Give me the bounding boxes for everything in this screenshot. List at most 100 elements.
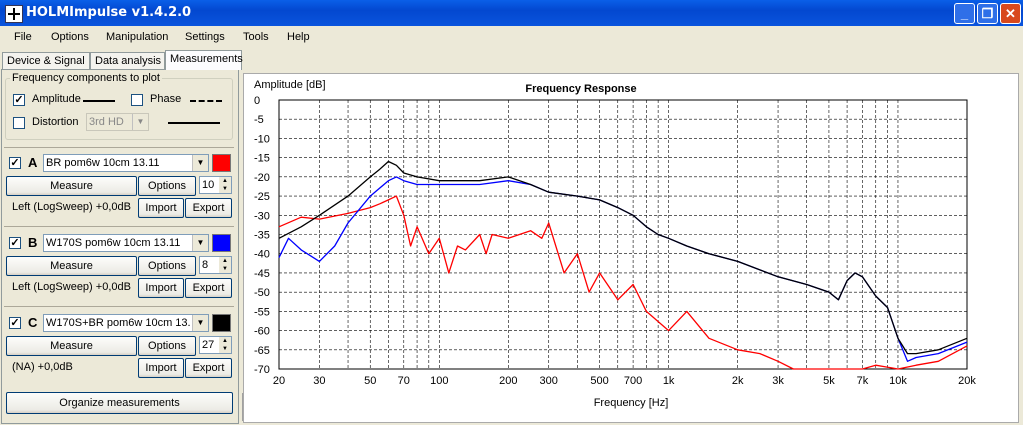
- distortion-select[interactable]: 3rd HD ▼: [86, 113, 149, 131]
- chart-title: Frequency Response: [525, 83, 636, 95]
- measurement-a-spinner[interactable]: 10 ▲ ▼: [199, 176, 232, 194]
- x-tick-label: 70: [398, 375, 410, 387]
- frequency-response-plot[interactable]: Amplitude [dB] Frequency Response Freque…: [243, 73, 1019, 423]
- menu-help[interactable]: Help: [287, 31, 310, 43]
- divider: [4, 147, 234, 148]
- tab-data-analysis[interactable]: Data analysis: [90, 52, 165, 69]
- y-tick-label: 0: [254, 95, 260, 107]
- measurement-a-color-swatch[interactable]: [212, 154, 231, 172]
- measurement-c-color-swatch[interactable]: [212, 314, 231, 332]
- phase-line-sample: [190, 100, 222, 102]
- x-tick-label: 10k: [889, 375, 907, 387]
- measurement-b-checkbox[interactable]: ✓: [9, 237, 21, 249]
- series-line-c: [278, 160, 968, 355]
- distortion-label: Distortion: [32, 116, 79, 128]
- x-tick-label: 30: [313, 375, 325, 387]
- measurement-c-name: W170S+BR pom6w 10cm 13.: [46, 317, 191, 329]
- x-tick-label: 300: [540, 375, 558, 387]
- measurement-a-import-button[interactable]: Import: [138, 198, 184, 218]
- measurement-b-options-button[interactable]: Options: [138, 256, 196, 276]
- y-tick-label: -30: [254, 210, 270, 222]
- y-tick-label: -40: [254, 249, 270, 261]
- measurement-b-name: W170S pom6w 10cm 13.11: [46, 237, 181, 249]
- distortion-checkbox[interactable]: [13, 117, 25, 129]
- y-tick-label: -65: [254, 345, 270, 357]
- measurement-a-export-button[interactable]: Export: [185, 198, 232, 218]
- app-icon[interactable]: [5, 5, 23, 23]
- measurement-a-letter: A: [28, 155, 38, 170]
- measurement-c-spinner[interactable]: 27 ▲ ▼: [199, 336, 232, 354]
- measurement-c-options-button[interactable]: Options: [138, 336, 196, 356]
- measurement-a-name: BR pom6w 10cm 13.11: [46, 157, 160, 169]
- measurement-c-export-button[interactable]: Export: [185, 358, 232, 378]
- spinner-arrows-icon[interactable]: ▲ ▼: [219, 337, 231, 353]
- tab-device-signal[interactable]: Device & Signal: [2, 52, 90, 69]
- measurement-a-info: Left (LogSweep) +0,0dB: [12, 201, 131, 213]
- amplitude-checkbox[interactable]: ✓: [13, 94, 25, 106]
- x-tick-label: 5k: [823, 375, 835, 387]
- x-axis-label: Frequency [Hz]: [594, 397, 669, 409]
- tab-measurements[interactable]: Measurements: [165, 50, 243, 70]
- window-title: HOLMImpulse v1.4.2.0: [26, 5, 192, 20]
- measurement-b-spinner-value: 8: [202, 259, 209, 271]
- y-tick-label: -5: [254, 114, 264, 126]
- x-tick-label: 20: [273, 375, 285, 387]
- minimize-button[interactable]: _: [954, 3, 975, 24]
- frequency-response-chart: Amplitude [dB] Frequency Response Freque…: [254, 79, 976, 409]
- y-tick-label: -60: [254, 326, 270, 338]
- x-tick-label: 3k: [772, 375, 784, 387]
- measurement-a-spinner-value: 10: [202, 179, 215, 191]
- measurement-c-measure-button[interactable]: Measure: [6, 336, 137, 356]
- menu-manipulation[interactable]: Manipulation: [106, 31, 169, 43]
- restore-button[interactable]: ❐: [977, 3, 998, 24]
- menu-options[interactable]: Options: [51, 31, 89, 43]
- phase-checkbox[interactable]: [131, 94, 143, 106]
- measurement-b-import-button[interactable]: Import: [138, 278, 184, 298]
- y-tick-label: -45: [254, 268, 270, 280]
- x-tick-label: 200: [499, 375, 517, 387]
- series-line-a: [278, 195, 968, 370]
- measurement-a-measure-button[interactable]: Measure: [6, 176, 137, 196]
- divider: [4, 226, 234, 227]
- measurement-a-checkbox[interactable]: ✓: [9, 157, 21, 169]
- y-tick-label: -55: [254, 306, 270, 318]
- measurement-b-color-swatch[interactable]: [212, 234, 231, 252]
- measurement-b-measure-button[interactable]: Measure: [6, 256, 137, 276]
- spinner-arrows-icon[interactable]: ▲ ▼: [219, 257, 231, 273]
- spinner-arrows-icon[interactable]: ▲ ▼: [219, 177, 231, 193]
- y-tick-label: -70: [254, 364, 270, 376]
- x-tick-label: 50: [364, 375, 376, 387]
- measurement-b-spinner[interactable]: 8 ▲ ▼: [199, 256, 232, 274]
- menu-file[interactable]: File: [14, 31, 32, 43]
- divider: [4, 306, 234, 307]
- measurement-b-name-select[interactable]: W170S pom6w 10cm 13.11 ▼: [43, 234, 209, 252]
- amplitude-label: Amplitude: [32, 93, 81, 105]
- menu-tools[interactable]: Tools: [243, 31, 269, 43]
- y-tick-label: -15: [254, 153, 270, 165]
- measurement-a-name-select[interactable]: BR pom6w 10cm 13.11 ▼: [43, 154, 209, 172]
- measurement-c-import-button[interactable]: Import: [138, 358, 184, 378]
- y-tick-label: -35: [254, 230, 270, 242]
- measurement-b-export-button[interactable]: Export: [185, 278, 232, 298]
- plot-frame: [278, 99, 968, 370]
- measurement-a-options-button[interactable]: Options: [138, 176, 196, 196]
- measurement-c-info: (NA) +0,0dB: [12, 361, 73, 373]
- y-tick-label: -25: [254, 191, 270, 203]
- chevron-down-icon: ▼: [192, 315, 208, 331]
- series-line-b: [278, 176, 968, 362]
- organize-measurements-button[interactable]: Organize measurements: [6, 392, 233, 414]
- y-tick-label: -10: [254, 133, 270, 145]
- menu-bar: File Options Manipulation Settings Tools…: [0, 26, 1023, 48]
- menu-settings[interactable]: Settings: [185, 31, 225, 43]
- measurement-b-info: Left (LogSweep) +0,0dB: [12, 281, 131, 293]
- measurement-c-checkbox[interactable]: ✓: [9, 317, 21, 329]
- x-tick-label: 700: [624, 375, 642, 387]
- measurement-b-letter: B: [28, 235, 38, 250]
- tab-strip: Device & Signal Data analysis Measuremen…: [0, 50, 243, 70]
- measurement-c-name-select[interactable]: W170S+BR pom6w 10cm 13. ▼: [43, 314, 209, 332]
- phase-label: Phase: [150, 93, 182, 105]
- x-tick-label: 100: [430, 375, 448, 387]
- distortion-select-value: 3rd HD: [89, 116, 124, 128]
- chevron-down-icon: ▼: [192, 235, 208, 251]
- close-button[interactable]: ✕: [1000, 3, 1021, 24]
